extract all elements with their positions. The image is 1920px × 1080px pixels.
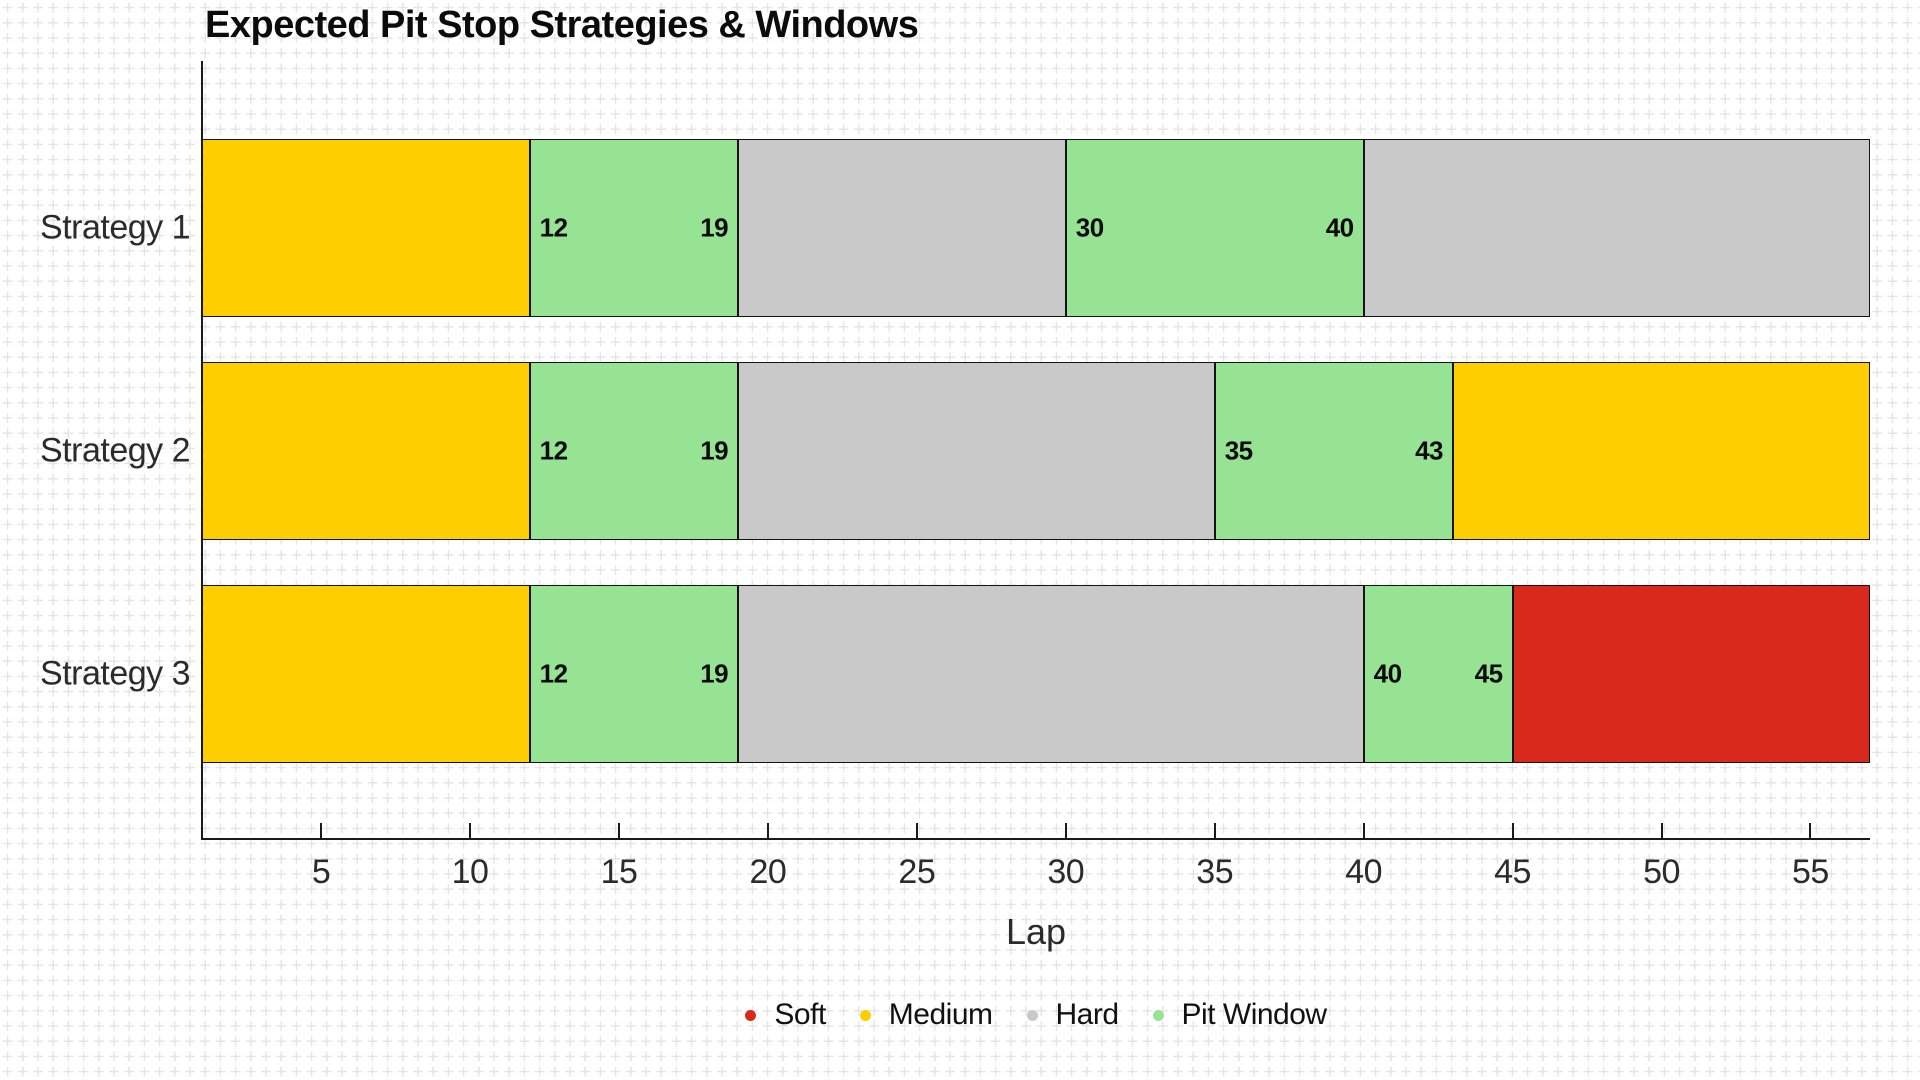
x-tick [766,823,769,839]
x-tick-label: 20 [749,853,787,891]
segment-start-label: 35 [1224,435,1253,466]
bar-segment-pit-window: 40 45 [1363,585,1513,763]
x-tick-label: 35 [1196,853,1234,891]
x-tick [915,823,918,839]
bar-segment-pit-window: 12 19 [529,585,739,763]
legend-swatch-pit_window-icon [1152,1009,1164,1021]
bar-segment-pit-window: 12 19 [529,362,739,540]
x-tick [1660,823,1663,839]
segment-end-label: 43 [1415,435,1443,466]
segment-start-label: 40 [1373,658,1402,689]
strategy-row: 12 19 30 40 [202,139,1870,317]
bar-segment-pit-window: 12 19 [529,139,739,317]
legend-swatch-medium-icon [859,1009,871,1021]
x-axis-title: Lap [1005,911,1067,952]
bar-segment-hard [738,362,1215,540]
x-tick-label: 55 [1792,853,1829,891]
bar-segment-medium [1453,362,1870,540]
bar-segment-hard [738,585,1364,763]
chart-title: Expected Pit Stop Strategies & Windows [205,4,919,46]
x-tick-label: 15 [600,853,638,891]
category-label: Strategy 1 [40,208,190,247]
x-tick [1362,823,1365,839]
segment-start-label: 12 [539,212,568,243]
segment-end-label: 19 [700,435,729,466]
legend-label: Soft [774,998,826,1031]
bar-segment-medium [202,139,530,317]
x-tick [1213,823,1216,839]
segment-end-label: 19 [700,658,729,689]
bar-segment-medium [202,585,530,763]
segment-end-label: 40 [1325,212,1354,243]
x-tick-label: 25 [898,853,936,891]
bar-segment-soft [1512,585,1870,763]
legend-item-hard: Hard [1026,998,1120,1032]
legend-label: Hard [1055,998,1120,1031]
segment-end-label: 19 [700,212,729,243]
segment-start-label: 12 [539,435,568,466]
legend-label: Pit Window [1181,998,1328,1031]
x-tick-label: 5 [311,853,331,891]
legend: Soft Medium Hard Pit Window [202,998,1870,1032]
plot-area: Lap 12 19 30 40 12 19 35 43 12 19 40 45 5 10 15 20 25 30 3… [201,61,1870,952]
legend-item-soft: Soft [745,998,826,1032]
x-tick-label: 10 [451,853,489,891]
x-tick-label: 40 [1345,853,1383,891]
legend-item-pit-window: Pit Window [1152,998,1328,1032]
x-tick [469,823,472,839]
bar-segment-hard [738,139,1066,317]
x-tick-label: 30 [1047,853,1085,891]
x-tick [618,823,620,839]
strategy-row: 12 19 40 45 [202,585,1870,763]
x-tick [1809,823,1812,839]
x-axis-spine [201,838,1870,840]
legend-label: Medium [888,998,993,1031]
segment-start-label: 30 [1075,212,1104,243]
x-tick [1511,823,1514,839]
strategy-row: 12 19 35 43 [202,362,1870,540]
bar-segment-pit-window: 35 43 [1214,362,1453,540]
segment-start-label: 12 [539,658,568,689]
bar-segment-hard [1363,139,1870,317]
segment-end-label: 45 [1474,658,1503,689]
bar-segment-pit-window: 30 40 [1065,139,1364,317]
legend-item-medium: Medium [859,998,993,1032]
x-tick-label: 50 [1643,853,1680,891]
legend-swatch-hard-icon [1026,1009,1038,1021]
x-tick [1064,823,1067,839]
x-tick [320,823,323,839]
x-tick-label: 45 [1494,853,1531,891]
bar-segment-medium [202,362,530,540]
category-label: Strategy 2 [40,431,190,470]
category-label: Strategy 3 [40,654,190,693]
legend-swatch-soft-icon [745,1009,757,1021]
